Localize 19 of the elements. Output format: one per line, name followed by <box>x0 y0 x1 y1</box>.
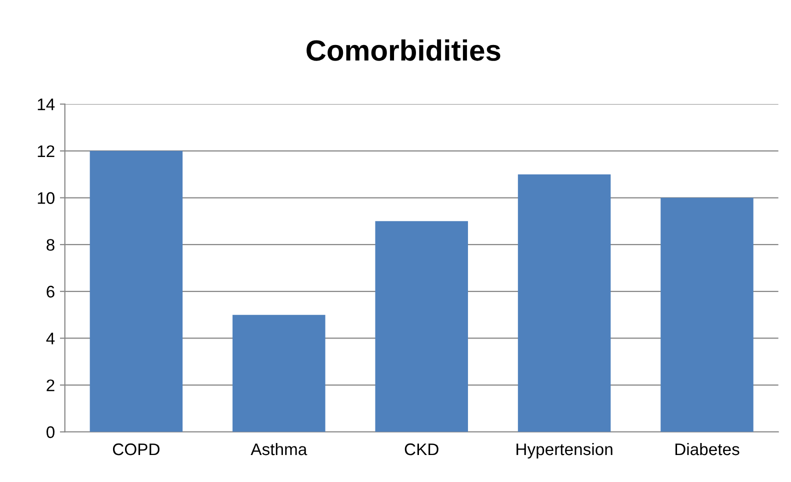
x-tick-label: Asthma <box>250 442 308 456</box>
y-tick-label: 8 <box>46 238 54 251</box>
y-tick-label: 12 <box>38 145 54 157</box>
y-tick-label: 14 <box>38 98 55 110</box>
bar <box>375 221 468 432</box>
bar <box>518 174 611 432</box>
y-tick-label: 6 <box>46 286 54 298</box>
x-tick-label: Hypertension <box>516 442 612 459</box>
bar <box>232 314 326 432</box>
y-tick-label: 4 <box>46 332 55 344</box>
y-tick-label: 10 <box>38 192 54 204</box>
bar <box>660 198 754 432</box>
bar <box>90 150 183 432</box>
y-tick-label: 0 <box>46 426 54 438</box>
x-tick-label: COPD <box>112 443 160 456</box>
x-tick-label: CKD <box>404 443 438 456</box>
chart-title: Comorbidities <box>306 39 500 61</box>
y-tick-label: 2 <box>46 379 54 392</box>
x-tick-label: Diabetes <box>675 442 740 456</box>
